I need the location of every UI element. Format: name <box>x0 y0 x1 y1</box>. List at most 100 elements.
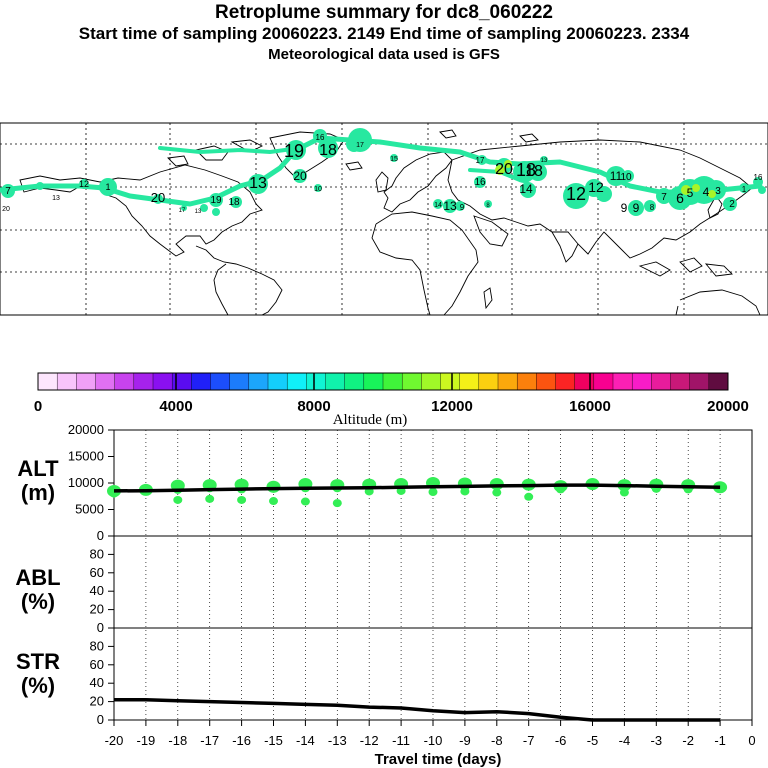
plume-day-label: 9 <box>621 201 628 215</box>
plume-day-label: 18 <box>228 197 240 208</box>
colorbar-tick-label: 4000 <box>159 398 192 415</box>
colorbar-cell <box>114 372 135 391</box>
colorbar-cell <box>363 372 384 391</box>
altitude-dot <box>269 497 278 506</box>
altitude-spread-dots <box>107 477 728 508</box>
plume-day-label: 18 <box>516 160 536 180</box>
colorbar-cell <box>344 372 365 391</box>
plume-blob <box>1 184 15 198</box>
plume-day-label: 18 <box>525 163 543 180</box>
plume-day-label: 4 <box>703 185 710 199</box>
plume-blob-high <box>504 160 512 168</box>
plume-day-label: 19 <box>210 195 222 206</box>
colorbar-cell <box>689 372 710 391</box>
altitude-dot <box>205 494 215 503</box>
abl-y-tick-label: 40 <box>90 583 104 598</box>
plume-day-label: 11 <box>610 169 623 183</box>
plume-day-label: 2 <box>729 199 735 210</box>
plume-day-label: 5 <box>687 186 694 200</box>
plume-blob <box>622 170 634 182</box>
plume-branch <box>158 146 302 155</box>
colorbar-cell <box>56 372 77 391</box>
plume-blob <box>293 169 307 183</box>
plume-blob <box>758 186 766 194</box>
plume-day-label: 3 <box>715 186 721 197</box>
colorbar-cell <box>421 372 441 391</box>
colorbar-cell <box>631 372 652 391</box>
x-tick-label: -13 <box>328 733 347 748</box>
plume-day-label: 12 <box>79 179 89 189</box>
colorbar-cell <box>210 372 231 391</box>
plume-blob <box>348 128 372 152</box>
met-data-note: Meteorological data used is GFS <box>268 46 500 63</box>
altitude-dot <box>332 499 342 508</box>
colorbar-cell <box>536 372 557 391</box>
plume-blob <box>656 188 672 204</box>
colorbar-cell <box>286 372 307 391</box>
colorbar-tick-label: 20000 <box>707 398 749 415</box>
altitude-dot <box>619 488 629 497</box>
altitude-dot <box>556 485 566 494</box>
plume-day-label: 9 <box>633 201 640 215</box>
str-y-tick-label: 80 <box>90 638 104 653</box>
x-tick-label: 0 <box>748 733 755 748</box>
colorbar-cell <box>478 372 499 391</box>
abl-y-tick-label: 80 <box>90 546 104 561</box>
alt-y-tick-label: 20000 <box>68 422 104 437</box>
colorbar-tick-label: 0 <box>34 398 42 415</box>
plume-blob <box>443 199 457 213</box>
colorbar-cell <box>306 372 326 391</box>
altitude-dot <box>300 497 310 506</box>
str-y-tick-label: 20 <box>90 694 104 709</box>
plume-day-label: 10 <box>620 172 632 183</box>
plume-blob <box>433 199 443 209</box>
colorbar-cell <box>593 372 614 391</box>
x-tick-label: -8 <box>491 733 503 748</box>
plume-day-label: 1 <box>742 185 747 194</box>
plume-blob <box>200 204 208 212</box>
colorbar-cell <box>229 372 250 391</box>
str-y-tick-label: 0 <box>97 712 104 727</box>
time-series-panels: 20000 15000 10000 5000 0 80 60 40 20 0 80 60 40 20 0 -… <box>15 422 755 768</box>
plume-blob-high <box>708 190 716 198</box>
plume-blob <box>248 174 268 194</box>
x-tick-label: -18 <box>168 733 187 748</box>
plume-day-label: 20 <box>151 190 165 205</box>
plume-blob-high <box>681 185 691 195</box>
plume-blob <box>723 197 737 211</box>
plume-day-label: 9 <box>460 203 465 212</box>
str-unit: (%) <box>21 673 55 698</box>
plume-day-label: 7 <box>661 192 667 203</box>
x-tick-label: -3 <box>651 733 663 748</box>
colorbar-tick-label: 16000 <box>569 398 611 415</box>
x-tick-label: -10 <box>424 733 443 748</box>
x-tick-label: -4 <box>619 733 631 748</box>
plume-day-label: 16 <box>316 133 325 142</box>
plume-blob <box>36 182 44 190</box>
colorbar-cell <box>401 372 422 391</box>
plume-day-label: 10 <box>314 186 322 193</box>
plume-day-label: 13 <box>443 199 457 213</box>
plume-day-label: 8 <box>486 203 490 209</box>
x-tick-label: -5 <box>587 733 599 748</box>
plume-blob <box>181 205 187 211</box>
colorbar-cell <box>171 372 192 391</box>
abl-y-tick-label: 20 <box>90 602 104 617</box>
colorbar-tick-label: 12000 <box>431 398 473 415</box>
plume-day-label: 13 <box>249 175 267 192</box>
plume-path <box>0 135 763 207</box>
plume-blob <box>606 166 626 186</box>
x-tick-label: -7 <box>523 733 535 748</box>
alt-y-tick-label: 15000 <box>68 449 104 464</box>
colorbar-cell <box>95 372 116 391</box>
plume-day-label: 13 <box>52 195 60 202</box>
x-tick-label: -20 <box>105 733 124 748</box>
colorbar-frame <box>37 372 729 391</box>
colorbar-cell <box>133 372 154 391</box>
colorbar-cell <box>191 372 212 391</box>
plume-day-label: 20 <box>2 206 10 213</box>
plume-day-label: 1 <box>105 182 110 192</box>
altitude-dot <box>713 481 728 494</box>
x-tick-label: -6 <box>555 733 567 748</box>
